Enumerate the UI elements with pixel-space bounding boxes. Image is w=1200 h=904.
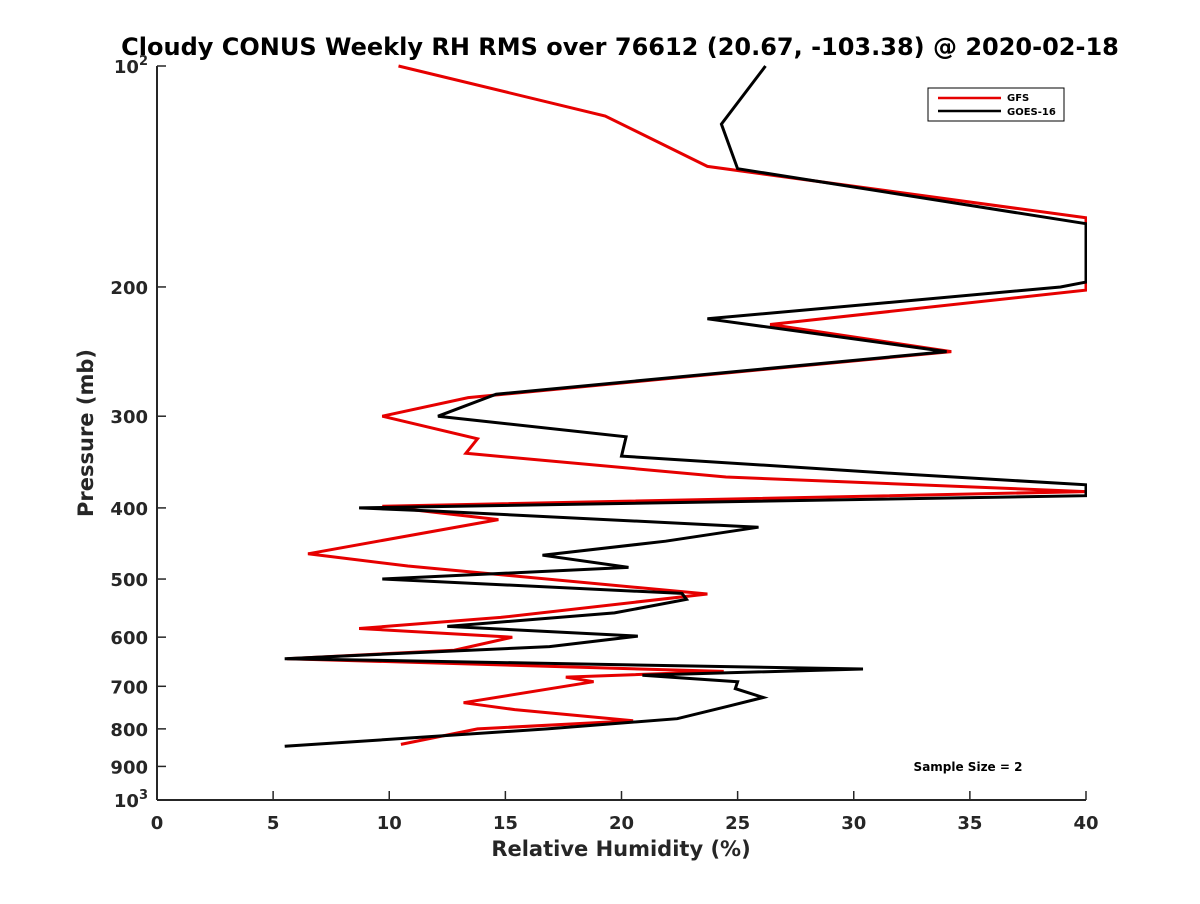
x-tick-label: 10 <box>377 813 402 834</box>
sample-size-annotation: Sample Size = 2 <box>914 760 1023 774</box>
x-tick-label: 25 <box>725 813 750 834</box>
legend-box <box>927 87 1065 122</box>
series-line-goes16 <box>284 65 1087 748</box>
axes-layer <box>156 66 1086 801</box>
x-tick-label: 0 <box>151 813 164 834</box>
y-tick-label: 800 <box>110 720 148 741</box>
legend-entry-gfs: GFS <box>1007 93 1029 104</box>
x-axis-label: Relative Humidity (%) <box>491 837 750 861</box>
chart-title: Cloudy CONUS Weekly RH RMS over 76612 (2… <box>121 33 1119 61</box>
y-tick-label: 400 <box>110 499 148 520</box>
y-tick-label: 600 <box>110 628 148 649</box>
ticks-layer: 0 5 10 15 20 25 30 35 40 102 200 300 400 500 600 700 800… <box>110 54 1098 834</box>
y-tick-label: 900 <box>110 757 148 778</box>
legend-entry-goes16: GOES-16 <box>1007 107 1056 118</box>
y-tick-label: 102 <box>114 54 148 78</box>
y-tick-label: 103 <box>114 788 148 812</box>
y-tick-label: 300 <box>110 407 148 428</box>
y-tick-label: 700 <box>110 677 148 698</box>
x-tick-label: 5 <box>267 813 280 834</box>
y-axis-label: Pressure (mb) <box>74 349 98 517</box>
series-line-gfs <box>287 64 1087 746</box>
x-tick-label: 30 <box>841 813 866 834</box>
series-layer <box>284 64 1087 748</box>
x-tick-label: 35 <box>957 813 982 834</box>
y-tick-label: 500 <box>110 570 148 591</box>
legend: GFS GOES-16 <box>927 87 1065 122</box>
x-tick-label: 20 <box>609 813 634 834</box>
y-tick-label: 200 <box>110 278 148 299</box>
x-tick-label: 15 <box>493 813 518 834</box>
x-tick-label: 40 <box>1073 813 1098 834</box>
